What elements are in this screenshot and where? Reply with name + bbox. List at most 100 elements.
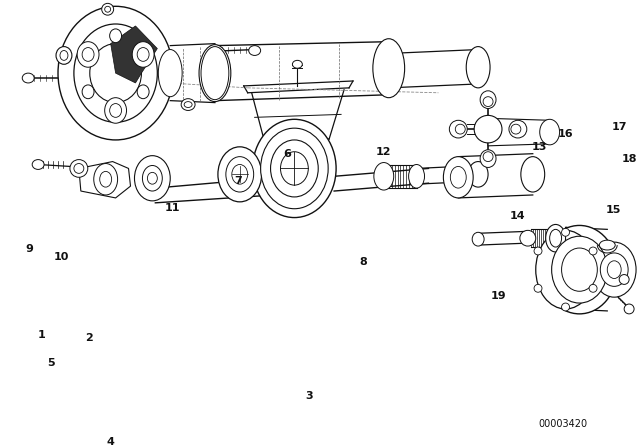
Ellipse shape	[60, 51, 68, 60]
Ellipse shape	[132, 42, 154, 67]
Ellipse shape	[540, 119, 559, 145]
Ellipse shape	[451, 167, 466, 188]
Text: 14: 14	[510, 211, 525, 220]
Text: 10: 10	[53, 252, 68, 262]
Ellipse shape	[480, 91, 496, 108]
Ellipse shape	[534, 247, 542, 255]
Ellipse shape	[589, 284, 597, 292]
Ellipse shape	[509, 121, 527, 138]
Ellipse shape	[561, 228, 570, 236]
Text: 9: 9	[25, 244, 33, 254]
Ellipse shape	[94, 164, 118, 195]
Text: 8: 8	[359, 257, 367, 267]
Ellipse shape	[536, 230, 595, 309]
Ellipse shape	[455, 124, 465, 134]
Ellipse shape	[561, 303, 570, 311]
Polygon shape	[111, 26, 157, 83]
Ellipse shape	[199, 45, 231, 102]
Ellipse shape	[201, 47, 229, 99]
Ellipse shape	[474, 116, 502, 143]
Ellipse shape	[56, 47, 72, 64]
Ellipse shape	[32, 159, 44, 169]
Ellipse shape	[546, 224, 566, 252]
Ellipse shape	[109, 103, 122, 117]
Text: 16: 16	[557, 129, 573, 139]
Ellipse shape	[105, 98, 127, 123]
Ellipse shape	[408, 164, 424, 188]
Text: 00003420: 00003420	[538, 419, 587, 429]
Ellipse shape	[232, 164, 248, 184]
Ellipse shape	[253, 119, 336, 218]
Ellipse shape	[109, 29, 122, 43]
Polygon shape	[488, 118, 550, 146]
Ellipse shape	[541, 225, 617, 314]
Ellipse shape	[521, 157, 545, 192]
Ellipse shape	[280, 152, 308, 185]
Ellipse shape	[105, 6, 111, 12]
Ellipse shape	[449, 121, 467, 138]
Text: 7: 7	[234, 176, 242, 186]
Ellipse shape	[468, 162, 488, 187]
Ellipse shape	[74, 164, 84, 173]
Ellipse shape	[184, 102, 192, 108]
Ellipse shape	[271, 140, 318, 197]
Ellipse shape	[561, 248, 597, 291]
Ellipse shape	[444, 157, 473, 198]
Ellipse shape	[483, 152, 493, 162]
Ellipse shape	[226, 157, 253, 192]
Ellipse shape	[137, 47, 149, 61]
Ellipse shape	[480, 150, 496, 168]
Text: 4: 4	[107, 437, 115, 447]
Text: 15: 15	[605, 205, 621, 215]
Ellipse shape	[483, 97, 493, 107]
Text: 1: 1	[37, 331, 45, 340]
Ellipse shape	[218, 147, 262, 202]
Text: 12: 12	[376, 147, 392, 157]
Ellipse shape	[552, 236, 607, 303]
Ellipse shape	[134, 155, 170, 201]
Ellipse shape	[589, 247, 597, 255]
Ellipse shape	[600, 253, 628, 286]
Ellipse shape	[158, 50, 182, 97]
Text: 3: 3	[305, 392, 313, 401]
Ellipse shape	[599, 240, 615, 250]
Ellipse shape	[520, 230, 536, 246]
Ellipse shape	[22, 73, 34, 83]
Text: 2: 2	[85, 333, 93, 344]
Ellipse shape	[58, 6, 173, 140]
Ellipse shape	[511, 124, 521, 134]
Text: 17: 17	[611, 122, 627, 132]
Ellipse shape	[593, 242, 636, 297]
Ellipse shape	[90, 43, 141, 103]
Ellipse shape	[143, 165, 163, 191]
Ellipse shape	[102, 3, 114, 15]
Text: 11: 11	[164, 203, 180, 213]
Text: 5: 5	[47, 358, 55, 368]
Ellipse shape	[77, 42, 99, 67]
Ellipse shape	[607, 261, 621, 279]
Text: 6: 6	[284, 149, 291, 159]
Ellipse shape	[147, 172, 157, 184]
Ellipse shape	[534, 284, 542, 292]
Ellipse shape	[249, 46, 260, 56]
Ellipse shape	[466, 47, 490, 88]
Ellipse shape	[70, 159, 88, 177]
Ellipse shape	[619, 275, 629, 284]
Polygon shape	[79, 162, 131, 198]
Ellipse shape	[550, 229, 561, 247]
Ellipse shape	[74, 24, 157, 122]
Text: 19: 19	[490, 291, 506, 301]
Ellipse shape	[137, 85, 149, 99]
Text: 18: 18	[621, 154, 637, 164]
Ellipse shape	[374, 163, 394, 190]
Text: 13: 13	[532, 142, 547, 152]
Ellipse shape	[82, 47, 94, 61]
Ellipse shape	[82, 85, 94, 99]
Ellipse shape	[624, 304, 634, 314]
Ellipse shape	[472, 233, 484, 246]
Ellipse shape	[373, 39, 404, 98]
Ellipse shape	[181, 99, 195, 111]
Ellipse shape	[260, 128, 328, 209]
Ellipse shape	[292, 60, 302, 68]
Ellipse shape	[100, 172, 111, 187]
